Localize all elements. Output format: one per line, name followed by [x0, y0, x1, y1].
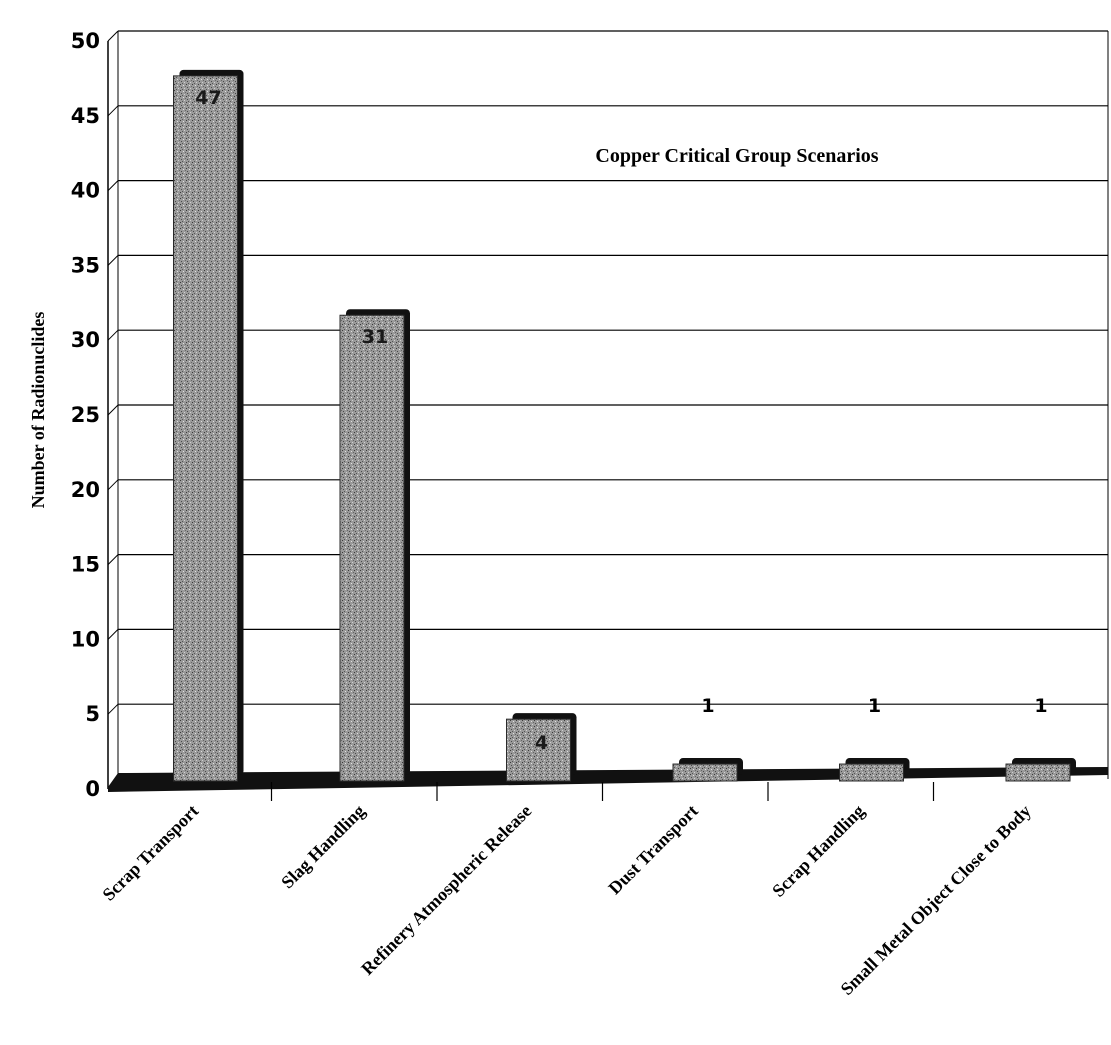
- y-tick-label: 0: [85, 777, 100, 801]
- gridline-depth: [107, 30, 119, 42]
- gridline-depth: [107, 404, 119, 416]
- data-label: 1: [1034, 695, 1047, 717]
- data-label: 1: [868, 695, 881, 717]
- floor-slab: [108, 767, 1108, 792]
- data-label: 31: [362, 326, 388, 348]
- gridline-depth: [107, 180, 119, 191]
- y-tick-label: 50: [71, 29, 100, 53]
- bar: [339, 314, 405, 782]
- gridline-depth: [107, 554, 119, 565]
- bar: [1005, 763, 1071, 782]
- data-label: 1: [701, 695, 714, 717]
- y-tick-label: 45: [71, 104, 100, 128]
- bar: [173, 75, 238, 782]
- gridline-depth: [107, 329, 119, 341]
- gridline-depth: [107, 703, 119, 715]
- y-tick-label: 35: [71, 253, 100, 277]
- gridline-depth: [107, 479, 119, 491]
- gridlines: [107, 30, 1108, 715]
- x-category-label: Dust Transport: [604, 801, 701, 898]
- gridline-depth: [107, 105, 119, 117]
- gridline-depth: [107, 629, 119, 640]
- y-axis-label: Number of Radionuclides: [28, 312, 48, 509]
- bar: [839, 763, 904, 782]
- bars: [173, 69, 1076, 782]
- x-category-label: Slag Handling: [277, 801, 369, 893]
- gridline-depth: [107, 255, 119, 266]
- y-tick-label: 20: [71, 478, 100, 502]
- y-tick-label: 5: [85, 702, 100, 726]
- y-tick-label: 15: [71, 553, 100, 577]
- x-category-label: Scrap Transport: [98, 801, 202, 905]
- bar: [672, 763, 738, 782]
- x-category-label: Scrap Handling: [768, 801, 868, 901]
- y-tick-label: 10: [71, 627, 100, 651]
- y-tick-label: 30: [71, 328, 100, 352]
- x-category-label: Refinery Atmospheric Release: [357, 801, 535, 979]
- y-tick-label: 40: [71, 179, 100, 203]
- bar: [506, 718, 571, 782]
- data-label: 47: [195, 87, 221, 109]
- chart-title: Copper Critical Group Scenarios: [595, 145, 878, 167]
- x-category-label: Small Metal Object Close to Body: [837, 801, 1035, 999]
- data-label: 4: [535, 732, 548, 754]
- y-tick-label: 25: [71, 403, 100, 427]
